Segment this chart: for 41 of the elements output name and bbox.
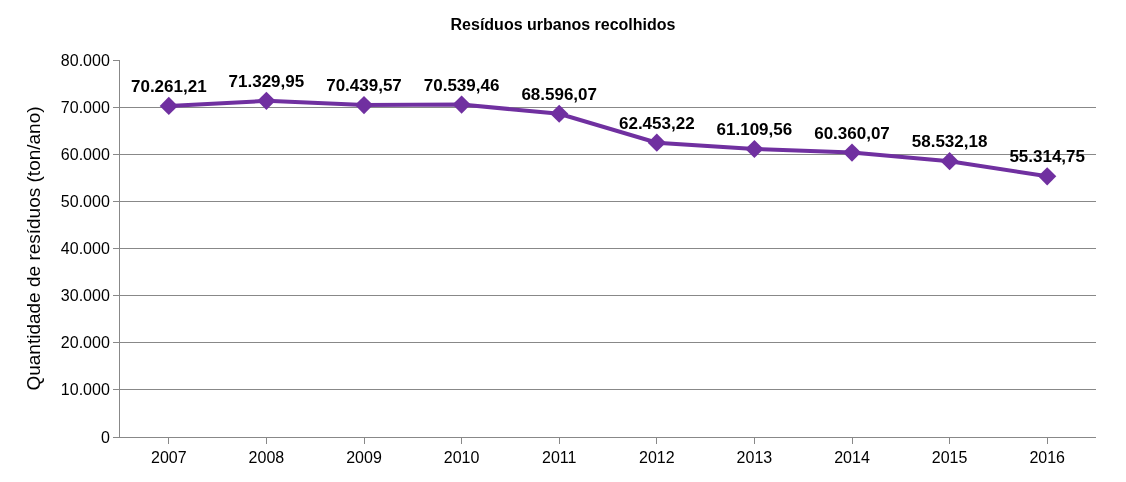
point [550,104,569,123]
data-label: 70.539,46 [423,75,500,95]
data-label: 70.261,21 [130,76,207,96]
point [257,91,276,110]
x-tick-label: 2010 [443,449,480,467]
x-tick-label: 2007 [151,449,187,467]
data-label: 71.329,95 [228,71,305,91]
y-tick-label: 50.000 [60,192,110,210]
y-tick-label: 20.000 [60,334,110,352]
x-tick-label: 2008 [248,449,285,467]
y-tick-label: 10.000 [60,381,110,399]
data-label: 58.532,18 [911,132,988,152]
data-label: 60.360,07 [814,123,890,143]
point [452,95,471,114]
y-tick-label: 80.000 [60,51,110,69]
x-tick-label: 2014 [834,449,870,467]
x-tick-label: 2016 [1029,449,1066,467]
point [940,152,959,171]
x-tick-label: 2013 [736,449,773,467]
data-label: 55.314,75 [1009,147,1086,167]
data-label: 68.596,07 [521,84,598,104]
y-tick-label: 70.000 [60,98,110,116]
data-label: 70.439,57 [326,76,402,96]
y-axis-title: Quantidade de resíduos (ton/ano) [22,106,44,391]
point [159,96,178,115]
y-tick-label: 30.000 [60,287,110,305]
point [745,139,764,159]
y-tick-label: 40.000 [60,240,110,258]
x-tick-label: 2011 [542,449,577,467]
point [354,95,374,115]
data-label: 62.453,22 [618,113,695,133]
y-tick-label: 60.000 [60,145,110,163]
x-tick-label: 2012 [639,449,675,467]
x-tick-label: 2015 [931,449,968,467]
x-tick-label: 2009 [346,449,382,467]
y-tick-label: 0 [100,428,110,446]
data-label: 61.109,56 [716,120,793,140]
chart-title: Resíduos urbanos recolhidos [450,16,676,34]
point [1038,167,1057,186]
point [647,133,666,152]
point [842,143,862,162]
